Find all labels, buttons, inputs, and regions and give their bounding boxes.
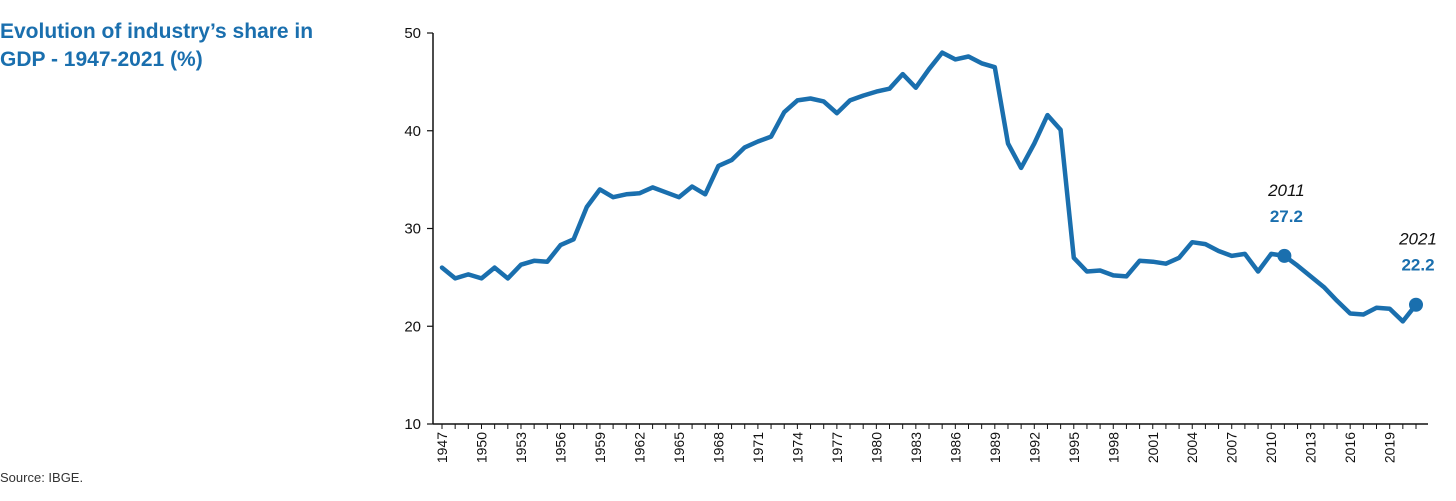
chart-title: Evolution of industry’s share in GDP - 1… [0, 20, 314, 71]
x-tick-label: 1977 [829, 432, 845, 463]
annotation-year-label: 2021 [1398, 230, 1437, 249]
x-axis-ticks: 1947 1950 1953 1956 1959 1962 1965 1968 1971 1974… [434, 424, 1417, 463]
x-tick-label: 2019 [1382, 432, 1398, 463]
y-axis-ticks: 10 20 30 40 50 [404, 25, 433, 433]
series-group [439, 50, 1419, 324]
x-tick-label: 2001 [1145, 432, 1161, 463]
y-tick-label: 50 [404, 25, 421, 42]
x-tick-label: 2016 [1342, 432, 1358, 463]
annotation-value-label: 22.2 [1401, 256, 1434, 275]
highlight-point [1277, 248, 1292, 263]
x-tick-label: 1953 [513, 432, 529, 463]
annotations: 2011 27.2 2021 22.2 [1267, 181, 1437, 312]
x-tick-label: 2010 [1263, 432, 1279, 463]
x-tick-label: 1956 [552, 432, 568, 463]
x-tick-label: 1965 [671, 432, 687, 463]
x-tick-label: 1950 [473, 432, 489, 463]
source-note: Source: IBGE. [0, 470, 84, 485]
axes [432, 33, 1428, 425]
annotation-value-label: 27.2 [1270, 207, 1303, 226]
highlight-point [1409, 297, 1423, 312]
x-tick-label: 2007 [1224, 432, 1240, 463]
y-tick-label: 20 [404, 318, 421, 335]
x-tick-label: 1959 [592, 432, 608, 463]
x-tick-label: 1992 [1026, 432, 1042, 463]
x-tick-label: 1974 [789, 432, 805, 463]
x-tick-label: 1995 [1066, 432, 1082, 463]
x-tick-label: 1998 [1105, 432, 1121, 463]
x-tick-label: 2004 [1184, 432, 1200, 463]
x-tick-label: 1962 [631, 432, 647, 463]
series-line [439, 50, 1419, 324]
x-tick-label: 2013 [1303, 432, 1319, 463]
x-tick-label: 1968 [710, 432, 726, 463]
x-tick-label: 1947 [434, 432, 450, 463]
x-tick-label: 1980 [868, 432, 884, 463]
x-tick-label: 1983 [908, 432, 924, 463]
y-tick-label: 30 [404, 221, 421, 238]
y-tick-label: 40 [404, 123, 421, 140]
y-tick-label: 10 [404, 416, 421, 433]
x-tick-label: 1971 [750, 432, 766, 463]
x-tick-label: 1986 [947, 432, 963, 463]
x-tick-label: 1989 [987, 432, 1003, 463]
annotation-year-label: 2011 [1267, 181, 1305, 200]
